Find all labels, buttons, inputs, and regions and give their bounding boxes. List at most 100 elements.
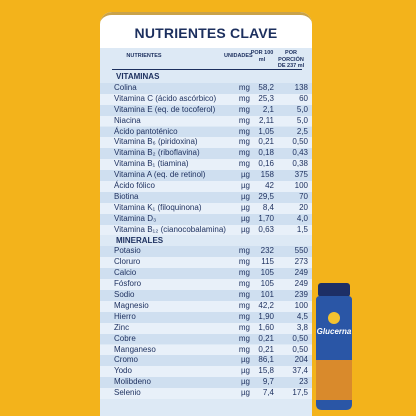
cell-value: mg [238, 82, 250, 92]
nutrient-name: Cobre [114, 333, 136, 343]
cell-value: mg [238, 311, 250, 321]
cell-value: 375 [294, 170, 308, 180]
nutrient-name: Sodio [114, 290, 135, 299]
cell-value: mg [238, 333, 250, 343]
column-header: NUTRIENTES [126, 53, 162, 59]
nutrient-name: Zinc [114, 322, 130, 332]
nutrient-name: Calcio [114, 268, 137, 278]
nutrient-name: Vitamina E (eq. de tocoferol) [114, 104, 216, 114]
row-bg [100, 311, 312, 323]
cell-value: 29,5 [258, 191, 274, 201]
cell-value: 2,11 [259, 115, 274, 125]
cell-value: mg [238, 148, 250, 158]
row-bg [100, 148, 312, 160]
cell-value: mg [238, 279, 250, 289]
cell-value: 25,3 [258, 93, 274, 103]
cell-value: mg [238, 246, 250, 256]
row-bg [100, 170, 312, 181]
cell-value: 0,21 [258, 344, 274, 354]
cell-value: mg [238, 137, 250, 147]
cell-value: 0,43 [292, 148, 308, 158]
cell-value: 158 [260, 170, 274, 180]
cell-value: 5,0 [296, 104, 308, 114]
cell-value: 86,1 [258, 355, 274, 365]
nutrient-name: Vitamina C (ácido ascórbico) [114, 93, 217, 103]
nutrient-name: Fósforo [114, 279, 142, 289]
cell-value: 20 [299, 202, 308, 212]
cell-value: mg [238, 322, 250, 332]
header: NUTRIENTES CLAVE [100, 12, 312, 48]
cell-value: 249 [294, 279, 308, 289]
row-bg [100, 246, 312, 258]
cell-value: 232 [260, 246, 274, 256]
cell-value: 37,4 [292, 366, 308, 376]
cell-value: mg [238, 268, 250, 278]
nutrient-name: Potasio [114, 246, 141, 256]
cell-value: 17,5 [292, 388, 308, 398]
cell-value: µg [240, 202, 250, 212]
row-bg [100, 366, 312, 378]
row-bg [100, 290, 312, 301]
row-bg [100, 257, 312, 269]
cell-value: 273 [294, 257, 308, 267]
row-bg [100, 377, 312, 389]
nutrient-name: Vitamina K₁ (filoquinona) [114, 202, 202, 212]
row-bg [100, 213, 312, 225]
cell-value: 115 [261, 257, 274, 267]
cell-value: mg [238, 104, 250, 114]
bottle-logo [328, 312, 340, 324]
nutrient-name: Cloruro [114, 257, 141, 267]
cell-value: µg [240, 191, 250, 201]
column-header: POR 100 ml [250, 50, 274, 63]
header-rule [112, 69, 302, 70]
cell-value: 60 [299, 93, 308, 103]
cell-value: 1,70 [258, 213, 274, 223]
cell-value: 5,0 [296, 115, 308, 125]
row-bg [100, 268, 312, 280]
cell-value: 1,05 [258, 126, 274, 136]
nutrient-name: Colina [114, 82, 137, 92]
cell-value: µg [240, 181, 250, 190]
row-bg [100, 181, 312, 192]
cell-value: 249 [294, 268, 308, 278]
cell-value: 7,4 [262, 388, 274, 398]
cell-value: µg [240, 377, 250, 387]
cell-value: mg [238, 126, 250, 136]
cell-value: 105 [260, 268, 274, 278]
nutrient-name: Selenio [114, 388, 141, 398]
row-bg [100, 322, 312, 334]
cell-value: 100 [294, 300, 308, 310]
section-title: MINERALES [116, 235, 164, 245]
cell-value: 1,90 [258, 311, 274, 321]
cell-value: 4,5 [296, 311, 308, 321]
cell-value: 0,50 [292, 333, 308, 343]
row-bg [100, 202, 312, 214]
row-bg [100, 93, 312, 105]
row-bg [100, 82, 312, 94]
row-bg [100, 115, 312, 127]
nutrient-name: Cromo [114, 355, 139, 365]
nutrient-name: Vitamina B₁ (tiamina) [114, 159, 189, 169]
cell-value: 42 [265, 181, 274, 190]
cell-value: 0,16 [258, 159, 274, 169]
cell-value: µg [240, 224, 250, 234]
cell-value: 239 [294, 290, 308, 299]
row-bg [100, 159, 312, 171]
cell-value: 138 [294, 82, 308, 92]
cell-value: 1,60 [258, 322, 274, 332]
cell-value: 1,5 [296, 224, 308, 234]
title: NUTRIENTES CLAVE [134, 25, 278, 41]
nutrient-name: Biotina [114, 191, 139, 201]
cell-value: 0,18 [258, 148, 274, 158]
cell-value: µg [240, 213, 250, 223]
cell-value: 0,21 [258, 333, 274, 343]
nutrient-name: Ácido pantoténico [114, 126, 178, 136]
column-header: POR PORCIÓN DE 237 ml [277, 50, 305, 69]
nutrient-name: Manganeso [114, 344, 156, 354]
nutrient-name: Yodo [114, 366, 132, 376]
cell-value: mg [238, 257, 250, 267]
nutrient-name: Molibdeno [114, 377, 151, 387]
cell-value: 0,63 [258, 224, 274, 234]
cell-value: µg [240, 170, 250, 180]
cell-value: 550 [294, 246, 308, 256]
